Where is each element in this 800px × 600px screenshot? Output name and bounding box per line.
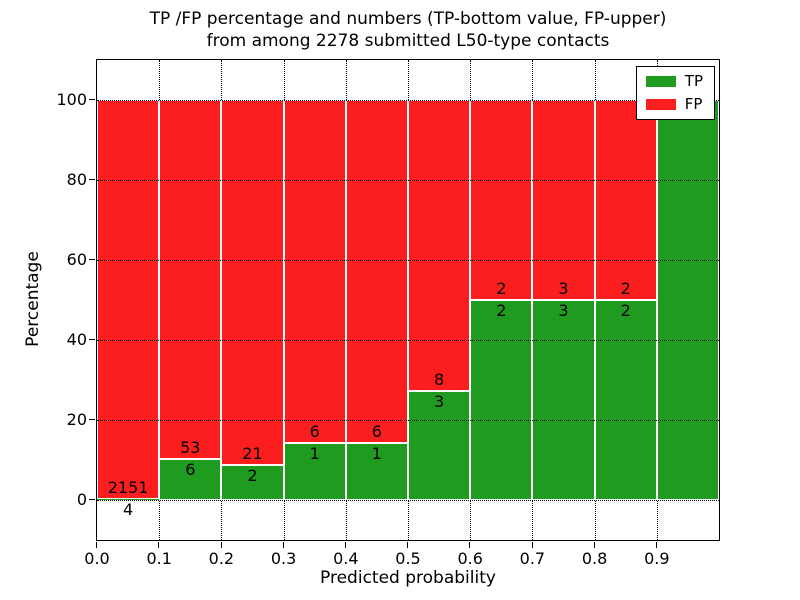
bar-segment-fp bbox=[159, 99, 222, 460]
horizontal-gridline bbox=[97, 420, 719, 421]
fp-count-label: 2151 bbox=[107, 478, 149, 498]
legend-label: TP bbox=[684, 72, 703, 90]
bar-segment-fp bbox=[345, 99, 408, 443]
x-tick-label: 0.5 bbox=[395, 549, 421, 568]
x-axis-tick bbox=[282, 542, 284, 548]
chart-title-line2: from among 2278 submitted L50-type conta… bbox=[206, 31, 610, 51]
x-axis-tick bbox=[158, 542, 160, 548]
horizontal-gridline bbox=[97, 340, 719, 341]
bar-segment-tp bbox=[97, 499, 160, 500]
y-axis-tick bbox=[89, 99, 95, 101]
x-tick-label: 0.3 bbox=[270, 549, 297, 568]
fp-count-label: 6 bbox=[309, 421, 320, 441]
bar-segment-tp bbox=[594, 300, 657, 500]
y-axis-tick bbox=[89, 259, 95, 261]
legend: TP FP bbox=[635, 66, 715, 120]
tp-count-label: 2 bbox=[247, 466, 258, 486]
y-tick-label: 0 bbox=[76, 489, 87, 509]
x-axis-tick bbox=[96, 542, 98, 548]
fp-count-label: 53 bbox=[180, 438, 201, 458]
x-axis-tick bbox=[593, 542, 595, 548]
x-tick-label: 0.2 bbox=[208, 549, 235, 568]
bar-segment-fp bbox=[97, 99, 160, 500]
legend-item-fp: FP bbox=[645, 95, 703, 113]
bar-segment-tp bbox=[470, 300, 533, 500]
legend-label: FP bbox=[684, 95, 703, 113]
fp-count-label: 2 bbox=[496, 279, 507, 298]
bar-segment-tp bbox=[656, 99, 719, 500]
y-tick-label: 20 bbox=[66, 410, 87, 429]
fp-count-label: 21 bbox=[242, 444, 263, 464]
y-axis-label: Percentage bbox=[23, 251, 43, 347]
bar-segment-tp bbox=[345, 442, 408, 500]
fp-count-label: 2 bbox=[620, 279, 631, 298]
tp-count-label: 6 bbox=[185, 460, 196, 480]
bar-segment-tp bbox=[532, 300, 595, 500]
bar-segment-tp bbox=[283, 442, 346, 500]
legend-swatch-fp bbox=[645, 99, 676, 110]
y-tick-label: 100 bbox=[56, 89, 87, 109]
chart-title-line1: TP /FP percentage and numbers (TP-bottom… bbox=[149, 9, 667, 29]
x-tick-label: 0.9 bbox=[644, 549, 670, 568]
legend-swatch-tp bbox=[645, 76, 676, 87]
bar-segment-fp bbox=[221, 99, 284, 466]
x-axis-tick bbox=[469, 542, 471, 548]
x-tick-label: 0.1 bbox=[146, 549, 172, 568]
x-axis-tick bbox=[220, 542, 222, 548]
bar-segment-fp bbox=[470, 99, 533, 300]
horizontal-gridline bbox=[97, 260, 719, 261]
x-axis-tick bbox=[531, 542, 533, 548]
y-tick-label: 80 bbox=[66, 170, 87, 189]
bar-segment-tp bbox=[159, 459, 222, 500]
chart-title: TP /FP percentage and numbers (TP-bottom… bbox=[16, 8, 800, 52]
tp-count-label: 1 bbox=[371, 443, 382, 463]
horizontal-gridline bbox=[97, 180, 719, 181]
tp-count-label: 1 bbox=[309, 443, 320, 463]
fp-count-label: 8 bbox=[434, 369, 445, 389]
x-axis-tick bbox=[345, 542, 347, 548]
y-tick-label: 40 bbox=[66, 330, 87, 349]
fp-count-label: 3 bbox=[558, 279, 569, 298]
x-tick-label: 0.8 bbox=[581, 549, 608, 568]
horizontal-gridline bbox=[97, 99, 719, 101]
bar-segment-fp bbox=[532, 99, 595, 300]
bar-segment-fp bbox=[594, 99, 657, 300]
legend-item-tp: TP bbox=[645, 72, 703, 90]
y-axis-tick bbox=[89, 339, 95, 341]
x-axis-tick bbox=[407, 542, 409, 548]
bar-segment-fp bbox=[283, 99, 346, 443]
tp-count-label: 2 bbox=[620, 301, 631, 320]
tp-count-label: 3 bbox=[434, 391, 445, 411]
y-tick-label: 60 bbox=[66, 250, 87, 269]
bar-segment-fp bbox=[408, 99, 471, 391]
bar-segment-tp bbox=[221, 465, 284, 500]
y-axis-tick bbox=[89, 419, 95, 421]
x-tick-label: 0.4 bbox=[333, 549, 359, 568]
tp-count-label: 2 bbox=[496, 301, 507, 320]
bar-segment-tp bbox=[408, 390, 471, 500]
x-axis-tick bbox=[656, 542, 658, 548]
tp-count-label: 3 bbox=[558, 301, 569, 320]
plot-area: Predicted probability TP FP 4 2151 6 53 2 21 1 6… bbox=[56, 59, 720, 588]
horizontal-gridline bbox=[97, 500, 719, 501]
x-tick-label: 0.0 bbox=[84, 549, 110, 568]
fp-count-label: 6 bbox=[371, 421, 382, 441]
x-axis-label: Predicted probability bbox=[320, 568, 496, 588]
x-tick-label: 0.7 bbox=[519, 549, 546, 568]
x-tick-label: 0.6 bbox=[457, 549, 483, 568]
y-axis-tick bbox=[89, 179, 95, 181]
y-axis-tick bbox=[89, 499, 95, 501]
tp-count-label: 4 bbox=[123, 500, 134, 520]
